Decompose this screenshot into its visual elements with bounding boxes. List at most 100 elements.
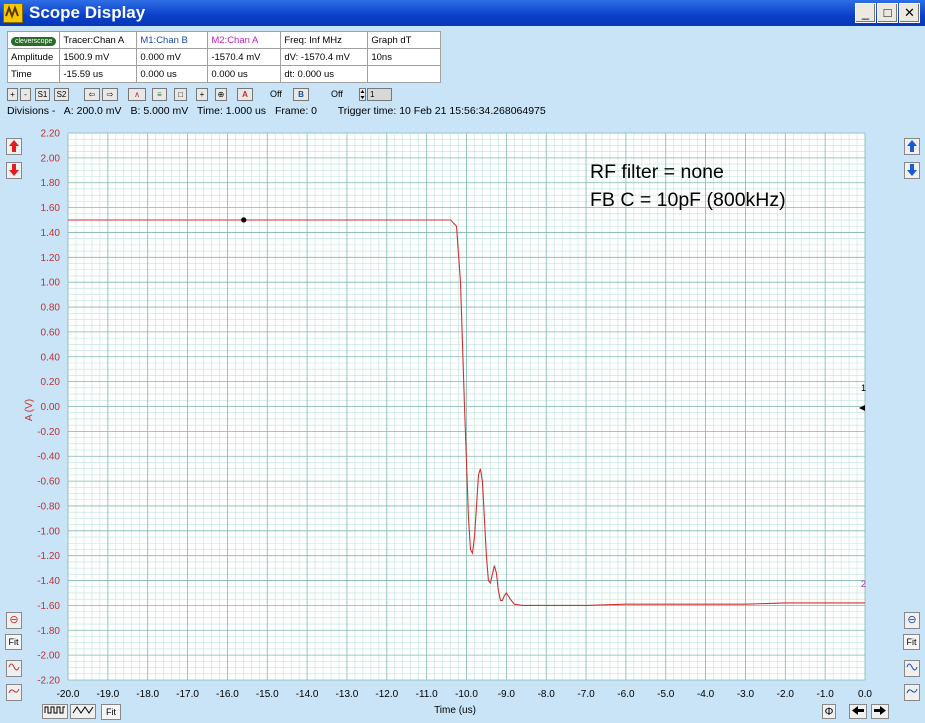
x-tick-label: -10.0 [455,689,478,700]
y-axis-tick-labels: 2.20 2.00 1.80 1.60 1.40 1.20 1.00 0.80 0.60 0.40… [37,129,60,687]
divisions-label: Divisions - [7,105,56,117]
y-tick-label: -1.80 [37,626,60,637]
scale-up-b-button[interactable] [904,138,920,155]
frame-spinner-arrows[interactable] [359,88,366,101]
title-bar[interactable]: Scope Display _ □ ✕ [0,0,925,26]
measurement-table: cleverscope Tracer:Chan A M1:Chan B M2:C… [6,31,442,83]
y-tick-label: -0.60 [37,477,60,488]
y-tick-label: 1.20 [41,253,61,264]
divisions-status-line: Divisions - A: 200.0 mV B: 5.000 mV Time… [7,105,552,117]
crosshair-button[interactable]: + [196,88,208,101]
scale-down-a-button[interactable] [6,162,22,179]
x-tick-label: -18.0 [136,689,159,700]
y-tick-label: 0.40 [41,352,61,363]
filter-button[interactable]: ≡ [152,88,167,101]
zoom-out-button[interactable]: - [20,88,31,101]
peak-button[interactable]: ∧ [128,88,146,101]
row-label-time: Time [6,65,61,83]
divisions-b: B: 5.000 mV [130,105,189,117]
target-button[interactable]: ⊕ [215,88,227,101]
x-tick-label: -1.0 [817,689,835,700]
square-wave-icon[interactable] [42,704,68,719]
wave-a-icon[interactable] [6,660,22,677]
y-tick-label: 2.00 [41,153,61,164]
wave-b-icon[interactable] [904,660,920,677]
x-tick-label: -2.0 [777,689,795,700]
center-b-icon[interactable]: ⊖ [904,612,920,629]
x-tick-label: -3.0 [737,689,755,700]
s1-button[interactable]: S1 [35,88,50,101]
divisions-time: Time: 1.000 us [197,105,267,117]
zoom-in-button[interactable]: + [7,88,18,101]
y-tick-label: -1.60 [37,601,60,612]
y-tick-label: -0.80 [37,501,60,512]
y-tick-label: 2.20 [41,129,61,140]
scroll-right-icon[interactable] [871,704,889,719]
s2-button[interactable]: S2 [54,88,69,101]
channel-a-button[interactable]: A [237,88,253,101]
scope-app-icon [3,3,23,23]
y-axis-label: A (V) [24,399,35,421]
x-tick-label: -4.0 [697,689,715,700]
scale-down-b-button[interactable] [904,162,920,179]
close-button[interactable]: ✕ [899,3,920,23]
y-tick-label: 1.00 [41,278,61,289]
minimize-button[interactable]: _ [855,3,876,23]
x-tick-label: -13.0 [336,689,359,700]
cleverscope-logo: cleverscope [11,36,57,46]
y-tick-label: -2.00 [37,651,60,662]
x-tick-label: -7.0 [577,689,595,700]
fit-time-button[interactable]: Fit [101,704,121,720]
y-tick-label: 1.60 [41,203,61,214]
fit-a-button[interactable]: Fit [5,634,22,650]
trigger-time: Trigger time: 10 Feb 21 15:56:34.2680649… [337,105,546,117]
y-tick-label: 1.80 [41,178,61,189]
y-tick-label: 0.00 [41,402,61,413]
center-a-icon[interactable]: ⊖ [6,612,22,629]
x-axis-tick-labels: -20.0 -19.0 -18.0 -17.0 -16.0 -15.0 -14.0 -13.0… [57,689,873,700]
blank-button[interactable]: □ [174,88,187,101]
x-tick-label: -16.0 [216,689,239,700]
divisions-frame: Frame: 0 [274,105,317,117]
arrow-left-button[interactable]: ⇦ [84,88,100,101]
channel-b-state: Off [331,89,343,99]
y-tick-label: -0.40 [37,452,60,463]
frame-spinner-input[interactable]: 1 [367,88,392,101]
x-tick-label: -8.0 [538,689,556,700]
channel-b-button[interactable]: B [293,88,309,101]
x-tick-label: -5.0 [657,689,675,700]
y-tick-label: -1.00 [37,526,60,537]
y-tick-label: -2.20 [37,676,60,687]
channel-a-trace [68,219,865,606]
scale-up-a-button[interactable] [6,138,22,155]
y-tick-label: 0.80 [41,303,61,314]
x-tick-label: -19.0 [96,689,119,700]
x-tick-label: -12.0 [375,689,398,700]
wave-b-small-icon[interactable] [904,684,920,701]
x-tick-label: -15.0 [256,689,279,700]
window-title: Scope Display [29,3,146,22]
wave-a-small-icon[interactable] [6,684,22,701]
y-tick-label: 0.20 [41,377,61,388]
y-tick-label: -0.20 [37,427,60,438]
tracer-marker[interactable] [241,217,247,223]
marker-1-arrow-icon[interactable] [859,405,865,411]
x-tick-label: -6.0 [617,689,635,700]
fit-b-button[interactable]: Fit [903,634,920,650]
triangle-wave-icon[interactable] [70,704,96,719]
x-tick-label: -9.0 [498,689,516,700]
y-tick-label: -1.20 [37,551,60,562]
header-graph-dt[interactable]: Graph dT [367,31,442,49]
marker-label-2: 2 [861,579,866,589]
major-grid [67,132,866,681]
cell-time-dt: dt: 0.000 us [280,65,369,83]
cell-time-graph [367,65,442,83]
y-tick-label: -1.40 [37,576,60,587]
x-tick-label: -17.0 [176,689,199,700]
arrow-right-button[interactable]: ⇨ [102,88,118,101]
scroll-left-icon[interactable] [849,704,867,719]
phase-icon[interactable]: Φ [822,704,836,719]
maximize-button[interactable]: □ [877,3,898,23]
y-tick-label: 1.40 [41,228,61,239]
